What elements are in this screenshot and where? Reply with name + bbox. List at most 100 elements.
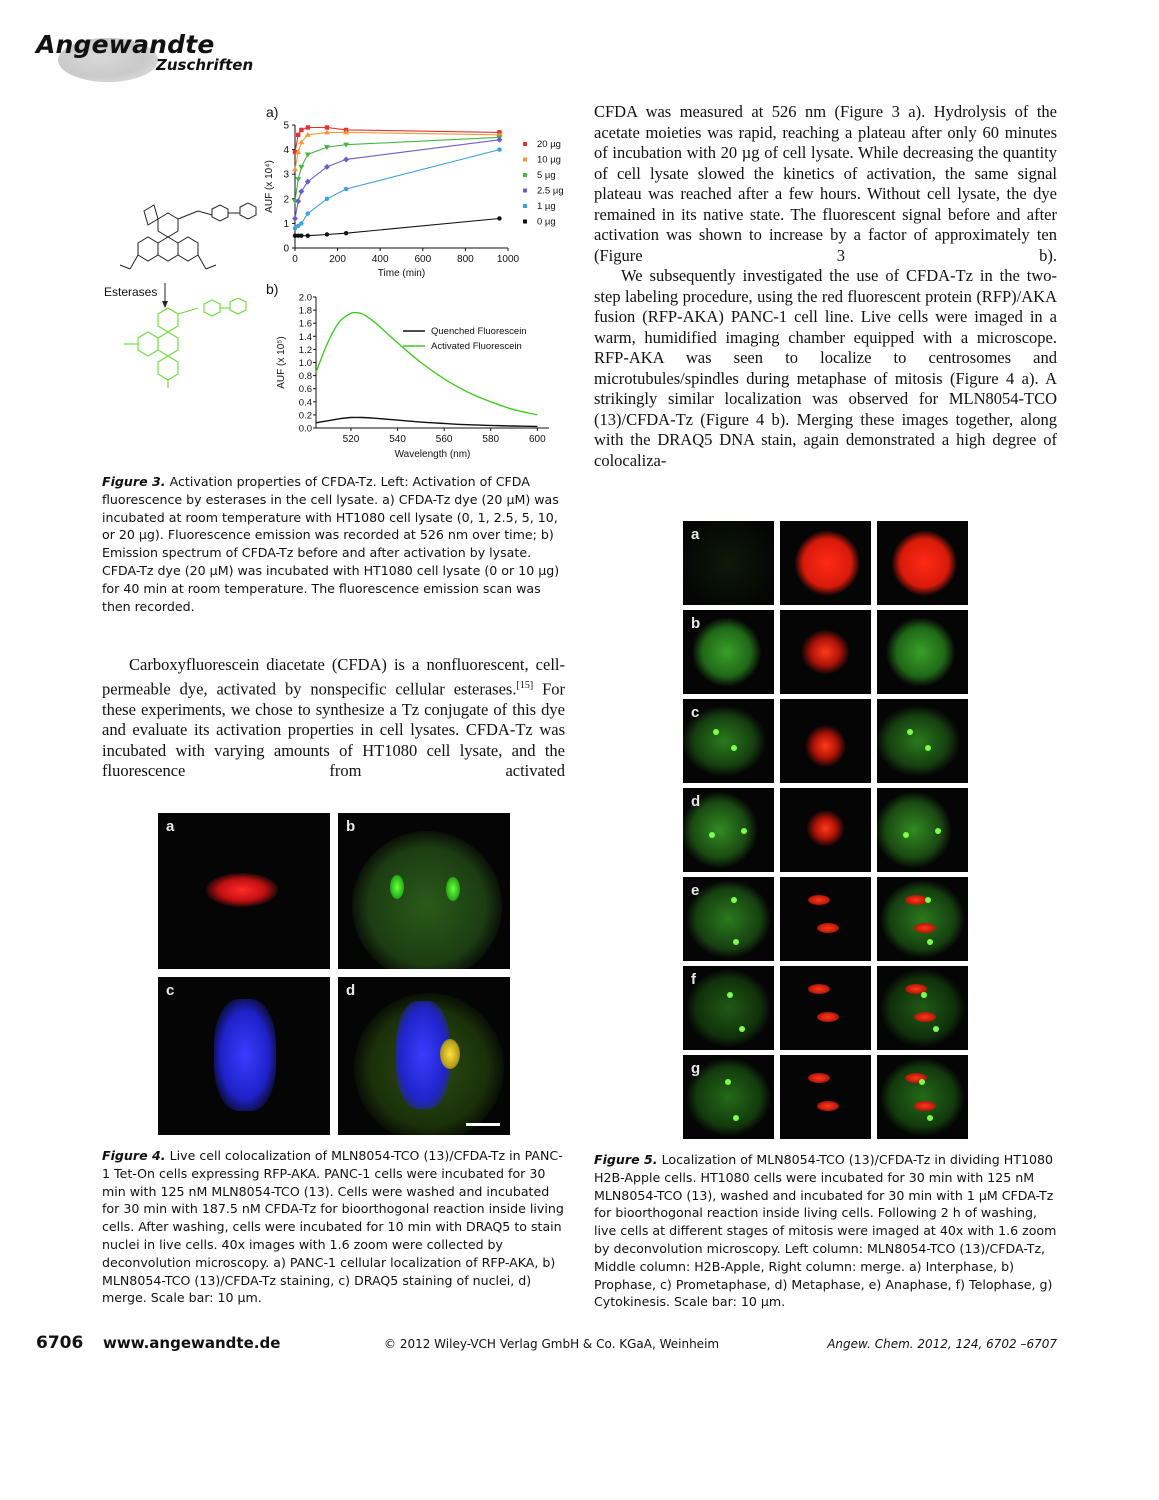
figure5-row-label-c: c: [691, 704, 700, 721]
chart-a-point: [298, 139, 305, 145]
chart-a-point: [323, 129, 330, 135]
chart-a-point: [295, 233, 301, 238]
figure5-row-label-a: a: [691, 526, 700, 543]
chart-a-point: [343, 129, 350, 135]
figure5-panel-c-h2b: [780, 699, 871, 783]
left-paragraph-part-b: For these experiments, we chose to synth…: [102, 679, 565, 780]
figure5-panel-a-h2b: [780, 521, 871, 605]
figure5-panel-d-merge: [877, 788, 968, 872]
chart-b-x-tick-label: 600: [529, 434, 546, 445]
chart-a-point: [299, 233, 304, 238]
centrosome-signal: [731, 897, 737, 903]
chart-a-point: [304, 178, 311, 185]
figure4-label-a: a: [166, 818, 175, 835]
chromatin-signal: [808, 983, 831, 994]
rfp-spindle-signal: [206, 873, 278, 907]
journal-logo-blob: [58, 38, 158, 82]
figure4-label-c: c: [166, 982, 175, 999]
centrosome-signal: [925, 745, 931, 751]
figure5-panel-g-merge: [877, 1055, 968, 1139]
figure5-panel-a-probe: a: [683, 521, 774, 605]
figure5-panel-c-probe: c: [683, 699, 774, 783]
figure5-row-label-b: b: [691, 615, 701, 632]
centrosome-signal: [725, 1079, 731, 1085]
chart-b-y-tick-label: 0.2: [299, 410, 312, 421]
figure5-row-label-f: f: [691, 971, 696, 988]
right-column-paragraph-1: CFDA was measured at 526 nm (Figure 3 a)…: [594, 102, 1057, 265]
reference-15: [15]: [516, 679, 534, 691]
chart-a-point: [343, 231, 349, 236]
figure3-caption-text: Activation properties of CFDA-Tz. Left: …: [102, 474, 560, 614]
chart-a-series-line: [294, 131, 500, 170]
scale-bar: [651, 597, 677, 599]
chart-a-point: [497, 147, 502, 152]
figure5-panel-e-probe: e: [683, 877, 774, 961]
figure4-caption-label: Figure 4.: [102, 1148, 166, 1163]
figure5-micrograph-grid: a b c d e f g: [651, 521, 968, 1139]
dna-stain-signal: [214, 999, 276, 1111]
chart-a-point: [305, 233, 310, 238]
chart-a-point: [497, 216, 502, 221]
centrosome-signal: [731, 745, 737, 751]
figure4-panel-a: a: [158, 813, 330, 969]
chart-a-series-line: [294, 149, 500, 229]
centrosome-signal: [727, 992, 733, 998]
chart-a-legend-label: 2.5 µg: [537, 186, 564, 197]
chart-b-series-line: [315, 311, 538, 416]
chromatin-signal: [914, 1012, 937, 1023]
chart-b-x-axis-label: Wavelength (nm): [395, 449, 471, 460]
chart-a-x-tick-label: 400: [372, 254, 389, 265]
chart-a-point: [323, 145, 330, 151]
chart-a-y-tick-label: 0: [283, 244, 289, 255]
chart-a-point: [292, 166, 298, 172]
centrosome-signal: [741, 828, 747, 834]
figure4-label-d: d: [346, 982, 356, 999]
chart-b-y-tick-label: 1.8: [299, 306, 312, 317]
activated-fluorescein-structure: [124, 298, 247, 388]
figure5-row-label-d: d: [691, 793, 701, 810]
chart-a-legend-marker: [523, 157, 527, 162]
chart-a-point: [304, 152, 311, 158]
chart-a-series-line: [294, 139, 500, 219]
chart-a-point: [305, 211, 310, 216]
centrosome-signal: [919, 1079, 925, 1085]
figure4-panel-b: b: [338, 813, 510, 969]
chart-a-legend-marker: [523, 142, 527, 146]
chart-a-legend-marker: [523, 173, 527, 177]
chart-a-point: [299, 221, 304, 226]
centrosome-signal: [733, 1115, 739, 1121]
chart-a-point: [343, 186, 349, 192]
website-link[interactable]: www.angewandte.de: [103, 1334, 281, 1352]
centrosome-signal: [739, 1026, 745, 1032]
chart-a-x-tick-label: 600: [414, 254, 431, 265]
centrosome-signal: [903, 832, 909, 838]
chart-a-y-axis-label: AUF (x 10⁴): [264, 160, 275, 213]
journal-section: Zuschriften: [156, 56, 254, 74]
figure5-panel-f-probe: f: [683, 966, 774, 1050]
centrosome-signal: [907, 729, 913, 735]
chart-a-point: [292, 149, 298, 155]
chart-a-y-tick-label: 2: [283, 194, 289, 205]
chart-a-point: [292, 233, 298, 238]
chart-b-y-tick-label: 1.6: [299, 319, 312, 330]
chromatin-signal: [817, 1101, 840, 1112]
chart-a-x-tick-label: 0: [292, 254, 298, 265]
figure5-row-label-g: g: [691, 1060, 701, 1077]
chart-a-x-tick-label: 200: [329, 254, 346, 265]
chart-a-series-line: [294, 126, 500, 153]
centrosome-signal: [925, 897, 931, 903]
centrosome-signal: [933, 1026, 939, 1032]
figure3-caption: Figure 3. Activation properties of CFDA-…: [102, 473, 562, 615]
chart-a-x-tick-label: 800: [457, 254, 474, 265]
figure5-row-label-e: e: [691, 882, 700, 899]
cfda-tz-structure: [119, 202, 257, 270]
chart-b-legend-label: Quenched Fluorescein: [431, 326, 527, 337]
chart-a-point: [298, 188, 305, 195]
right-column-paragraph-2: We subsequently investigated the use of …: [594, 266, 1057, 470]
figure5-caption: Figure 5. Localization of MLN8054-TCO (1…: [594, 1151, 1062, 1311]
chart-a-x-axis-label: Time (min): [378, 268, 425, 279]
esterase-arrow: [162, 283, 168, 308]
chart-a-point: [298, 164, 305, 170]
figure5-panel-a-merge: [877, 521, 968, 605]
chart-a-point: [292, 215, 298, 222]
